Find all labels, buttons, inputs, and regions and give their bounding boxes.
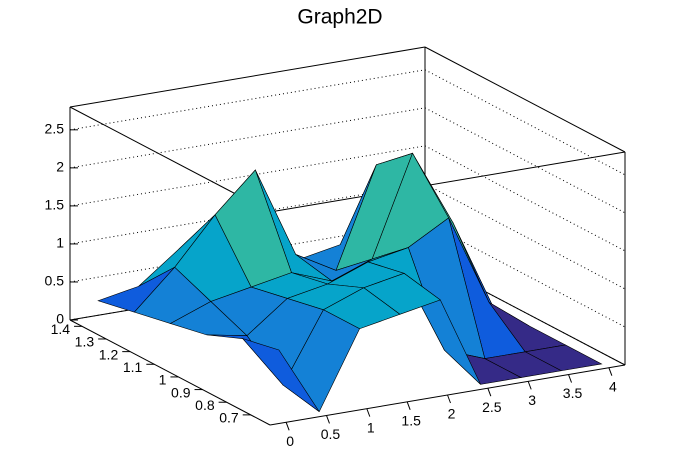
x-tick bbox=[326, 415, 330, 424]
x-tick-label: 2.5 bbox=[482, 399, 502, 415]
x-tick-label: 3 bbox=[528, 392, 536, 408]
z-tick-label: 1.5 bbox=[45, 197, 65, 213]
x-tick bbox=[527, 381, 532, 390]
z-tick-label: 2.5 bbox=[45, 121, 65, 137]
z-tick-label: 0 bbox=[56, 311, 64, 327]
x-tick-label: 0.5 bbox=[321, 426, 341, 442]
box-edge bbox=[269, 151, 626, 213]
x-tick-label: 3.5 bbox=[563, 385, 583, 401]
z-tick-label: 2 bbox=[56, 159, 64, 175]
y-tick-label: 1.4 bbox=[51, 321, 71, 337]
x-tick bbox=[447, 394, 451, 404]
grid-line bbox=[69, 107, 626, 214]
x-tick bbox=[406, 401, 411, 410]
grid-line bbox=[69, 69, 626, 176]
x-tick bbox=[366, 408, 371, 417]
y-tick-label: 0.8 bbox=[195, 397, 215, 413]
x-tick-label: 2 bbox=[448, 406, 456, 422]
x-tick-label: 4 bbox=[609, 378, 617, 394]
x-tick bbox=[608, 367, 613, 376]
y-tick-label: 1.2 bbox=[99, 346, 119, 362]
y-tick-label: 1 bbox=[159, 372, 167, 388]
grid-line bbox=[69, 145, 626, 252]
chart-title: Graph2D bbox=[297, 6, 382, 29]
x-tick-label: 1 bbox=[367, 419, 375, 435]
surface-cell bbox=[241, 338, 320, 412]
y-tick-label: 0.7 bbox=[219, 410, 239, 426]
y-tick-label: 0.9 bbox=[171, 384, 191, 400]
y-tick-label: 1.1 bbox=[123, 359, 143, 375]
box-edge bbox=[69, 46, 426, 108]
box-edge bbox=[424, 46, 626, 153]
x-tick bbox=[285, 422, 290, 431]
x-tick bbox=[568, 374, 572, 383]
x-tick bbox=[487, 388, 492, 397]
x-tick-label: 0 bbox=[286, 433, 294, 449]
z-tick-label: 0.5 bbox=[45, 273, 65, 289]
y-tick-label: 1.3 bbox=[75, 334, 95, 350]
x-tick-label: 1.5 bbox=[401, 413, 421, 429]
box-edge bbox=[69, 319, 271, 426]
z-tick-label: 1 bbox=[56, 235, 64, 251]
